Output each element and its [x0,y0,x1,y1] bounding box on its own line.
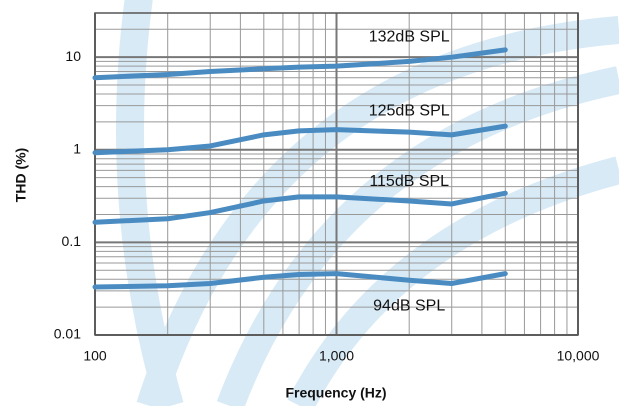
y-axis-label: THD (%) [13,148,29,202]
x-tick-label: 10,000 [557,348,600,364]
series-line [92,123,508,156]
series-line [92,190,508,225]
series-label: 115dB SPL [369,173,449,190]
plot-frame [94,12,579,336]
series-label: 125dB SPL [369,102,450,119]
background-arcs [116,0,619,406]
x-tick-label: 100 [83,348,107,364]
x-tick-label: 1,000 [319,348,354,364]
series-line [92,271,508,290]
series-label: 94dB SPL [373,297,445,314]
y-tick-label: 0.1 [62,233,82,249]
y-tick-label: 0.01 [54,326,81,342]
series-line [92,47,508,81]
plot-area: 0.01 0.1 1 10 100 1,000 10,000 132dB SPL 125dB S… [54,12,600,364]
y-tick-label: 10 [65,48,81,64]
x-axis-label: Frequency (Hz) [285,385,386,401]
series-label: 132dB SPL [369,29,450,46]
y-tick-label: 1 [73,140,81,156]
